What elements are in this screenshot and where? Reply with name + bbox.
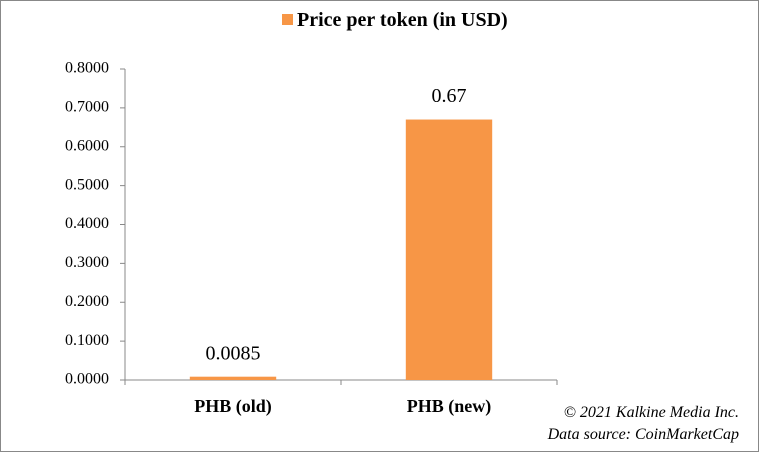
y-tick-label: 0.0000 xyxy=(65,371,109,388)
y-tick-label: 0.5000 xyxy=(65,176,109,193)
y-tick-label: 0.8000 xyxy=(65,60,109,77)
y-tick-label: 0.2000 xyxy=(65,293,109,310)
bar xyxy=(405,119,493,380)
y-tick-label: 0.1000 xyxy=(65,332,109,349)
x-tick-label: PHB (old) xyxy=(194,396,272,417)
data-label: 0.67 xyxy=(432,85,467,107)
y-tick-label: 0.7000 xyxy=(65,99,109,116)
y-tick-label: 0.6000 xyxy=(65,137,109,154)
copyright-note: © 2021 Kalkine Media Inc. xyxy=(563,404,739,421)
x-tick-label: PHB (new) xyxy=(407,396,492,417)
y-tick-label: 0.3000 xyxy=(65,254,109,271)
bar xyxy=(189,376,277,380)
y-tick-label: 0.4000 xyxy=(65,215,109,232)
legend-label: Price per token (in USD) xyxy=(297,9,508,31)
source-note: Data source: CoinMarketCap xyxy=(547,426,739,443)
data-label: 0.0085 xyxy=(206,342,261,364)
legend-swatch xyxy=(282,14,293,25)
